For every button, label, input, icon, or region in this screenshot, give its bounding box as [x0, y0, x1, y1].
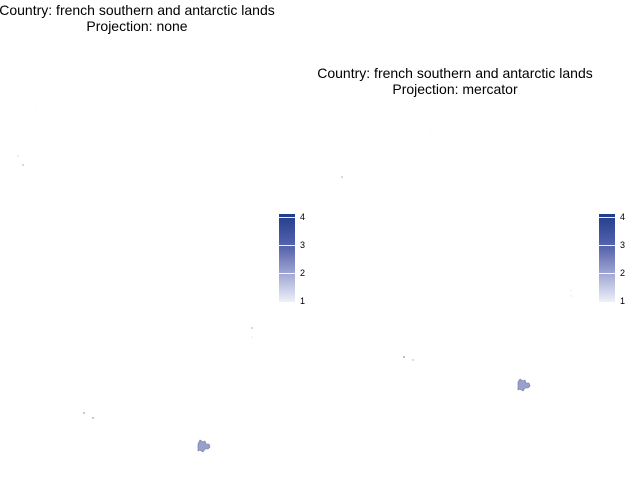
color-legend: 4 3 2 1 — [278, 212, 318, 312]
island-speck — [36, 108, 38, 110]
island-speck — [403, 356, 405, 358]
title-country: Country: french southern and antarctic l… — [0, 2, 275, 18]
map-title: Country: french southern and antarctic l… — [0, 2, 337, 34]
legend-tick-label: 2 — [300, 268, 306, 278]
island-speck — [83, 412, 85, 414]
legend-tick-label: 1 — [620, 296, 626, 306]
legend-tick-label: 4 — [300, 212, 306, 222]
island-speck — [22, 164, 24, 166]
island-speck — [570, 295, 572, 297]
map-panel-mercator: Country: french southern and antarctic l… — [317, 0, 640, 480]
island-speck — [570, 289, 572, 291]
map-panel-none: Country: french southern and antarctic l… — [0, 2, 318, 453]
island-speck — [251, 327, 253, 329]
island-speck — [17, 155, 19, 157]
title-country: Country: french southern and antarctic l… — [317, 65, 593, 81]
legend-tick-label: 3 — [620, 240, 626, 250]
legend-tick-label: 3 — [300, 240, 306, 250]
map-title: Country: french southern and antarctic l… — [255, 65, 640, 97]
legend-gradient-bar — [279, 214, 295, 302]
island-speck — [341, 176, 343, 178]
title-projection: Projection: none — [86, 18, 188, 34]
island-speck — [429, 130, 431, 132]
legend-tick-label: 4 — [620, 212, 626, 222]
kerguelen-island — [197, 439, 211, 453]
map-canvas — [341, 130, 572, 392]
island-speck — [251, 336, 253, 338]
title-projection: Projection: mercator — [392, 81, 518, 97]
map-canvas — [17, 108, 253, 453]
island-speck — [92, 417, 94, 419]
legend-tick-label: 1 — [300, 296, 306, 306]
legend-gradient-bar — [599, 214, 615, 302]
kerguelen-island — [517, 378, 531, 392]
color-legend: 4 3 2 1 — [598, 212, 638, 312]
legend-tick-label: 2 — [620, 268, 626, 278]
island-speck — [412, 359, 414, 361]
